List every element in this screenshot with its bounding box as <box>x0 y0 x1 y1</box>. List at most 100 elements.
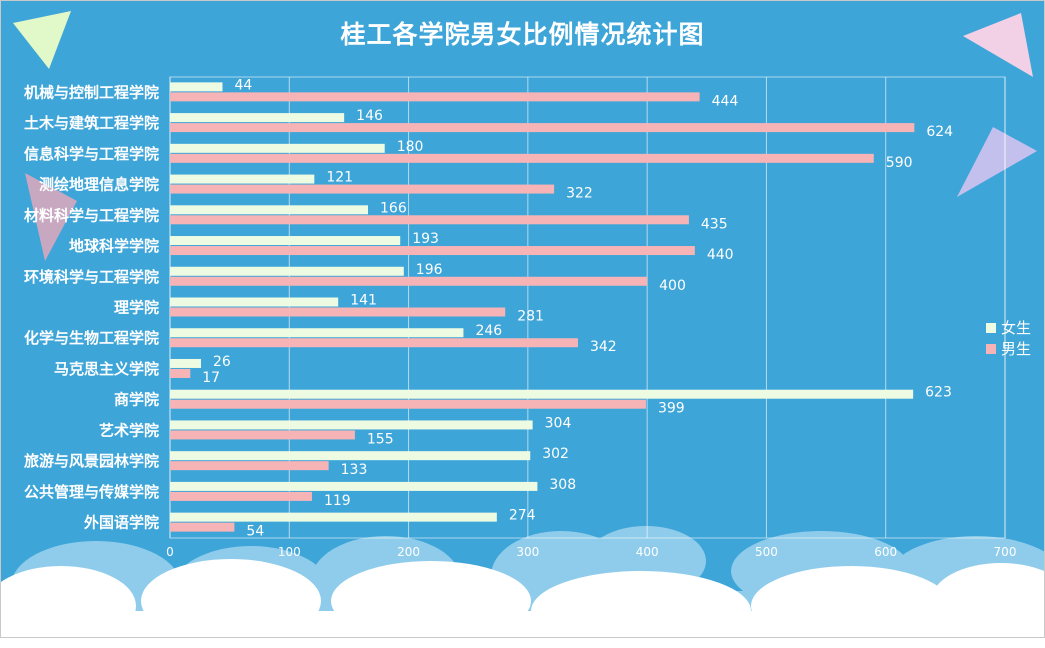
bar-female <box>170 236 401 246</box>
bar-female <box>170 481 538 491</box>
category-label: 地球科学学院 <box>69 237 159 255</box>
bar-female <box>170 328 464 338</box>
category-label: 信息科学与工程学院 <box>24 145 159 163</box>
legend-item-male: 男生 <box>986 338 1031 359</box>
bar-female <box>170 358 202 368</box>
data-label-male: 281 <box>517 309 544 325</box>
category-label: 外国语学院 <box>83 514 159 532</box>
data-label-male: 119 <box>324 493 351 509</box>
category-label: 环境科学与工程学院 <box>24 268 159 286</box>
category-label: 测绘地理信息学院 <box>39 176 159 194</box>
data-label-female: 44 <box>234 77 252 93</box>
data-label-male: 17 <box>202 370 220 386</box>
legend-label-male: 男生 <box>1001 340 1032 358</box>
data-label-male: 444 <box>712 93 739 109</box>
data-label-female: 623 <box>925 385 952 401</box>
data-label-male: 624 <box>926 124 953 140</box>
data-label-female: 304 <box>545 415 572 431</box>
x-tick-label: 300 <box>516 545 539 559</box>
bar-female <box>170 451 531 461</box>
decoration-triangle-pink <box>963 13 1033 77</box>
data-label-female: 141 <box>350 293 377 309</box>
bar-female <box>170 82 223 92</box>
data-label-female: 146 <box>356 108 383 124</box>
bar-female <box>170 297 339 307</box>
x-tick-label: 0 <box>166 545 174 559</box>
data-label-female: 193 <box>412 231 439 247</box>
data-label-female: 196 <box>416 262 443 278</box>
bar-male <box>170 368 191 378</box>
bar-female <box>170 205 369 215</box>
category-label: 材料科学与工程学院 <box>24 206 159 224</box>
data-label-female: 274 <box>509 508 536 524</box>
bar-female <box>170 113 345 123</box>
bar-male <box>170 123 915 133</box>
data-label-female: 302 <box>542 446 569 462</box>
data-label-female: 121 <box>326 170 353 186</box>
bar-male <box>170 307 506 317</box>
bar-male <box>170 153 874 163</box>
data-label-female: 26 <box>213 354 231 370</box>
bar-male <box>170 184 555 194</box>
data-label-female: 166 <box>380 200 407 216</box>
decoration-layer <box>1 11 1044 637</box>
legend-swatch-female <box>986 322 996 333</box>
category-label: 公共管理与传媒学院 <box>24 483 159 501</box>
legend-item-female: 女生 <box>986 317 1031 338</box>
data-label-male: 400 <box>659 278 686 294</box>
bar-male <box>170 338 578 348</box>
data-label-male: 133 <box>341 462 368 478</box>
bar-male <box>170 430 355 440</box>
category-label: 机械与控制工程学院 <box>24 83 159 101</box>
bar-male <box>170 92 700 102</box>
data-label-female: 180 <box>397 139 424 155</box>
category-label: 商学院 <box>114 391 159 409</box>
bars <box>170 82 915 532</box>
bar-female <box>170 389 914 399</box>
category-label: 旅游与风景园林学院 <box>24 452 159 470</box>
x-tick-label: 200 <box>397 545 420 559</box>
bar-female <box>170 266 404 276</box>
x-tick-label: 700 <box>994 545 1017 559</box>
labels: 0 100 200 300 400 500 600 700 机械与控制工程学院土木与建筑工程学院… <box>24 77 1016 559</box>
legend-label-female: 女生 <box>1001 319 1032 337</box>
bar-male <box>170 276 648 286</box>
decoration-triangle-green <box>13 11 71 69</box>
decoration-triangle-purple <box>957 127 1037 197</box>
bar-chart: 0 100 200 300 400 500 600 700 机械与控制工程学院土木与建筑工程学院… <box>24 76 1016 559</box>
data-label-male: 435 <box>701 216 728 232</box>
category-label: 化学与生物工程学院 <box>24 329 159 347</box>
bar-female <box>170 143 385 153</box>
category-label: 土木与建筑工程学院 <box>24 114 159 132</box>
data-label-male: 54 <box>246 524 264 540</box>
x-tick-label: 100 <box>278 545 301 559</box>
bar-male <box>170 399 646 409</box>
data-label-male: 342 <box>590 339 617 355</box>
bar-female <box>170 420 533 430</box>
bar-male <box>170 522 235 532</box>
data-label-male: 322 <box>566 186 593 202</box>
data-label-female: 246 <box>475 323 502 339</box>
cloud-front <box>1 559 1044 637</box>
x-tick-label: 400 <box>636 545 659 559</box>
data-label-male: 155 <box>367 431 394 447</box>
bar-female <box>170 174 315 184</box>
category-label: 艺术学院 <box>99 421 159 439</box>
bar-male <box>170 246 695 256</box>
data-label-male: 440 <box>707 247 734 263</box>
category-label: 理学院 <box>114 299 159 317</box>
x-tick-label: 600 <box>874 545 897 559</box>
chart-title: 桂工各学院男女比例情况统计图 <box>340 20 705 49</box>
bar-male <box>170 461 329 471</box>
data-label-male: 590 <box>886 155 913 171</box>
decoration-triangle-pink-left <box>25 173 77 261</box>
legend: 女生 男生 <box>986 317 1031 359</box>
data-label-female: 308 <box>549 477 576 493</box>
bar-male <box>170 215 689 225</box>
bar-female <box>170 512 497 522</box>
category-label: 马克思主义学院 <box>54 360 159 378</box>
bar-male <box>170 491 312 501</box>
x-tick-label: 500 <box>755 545 778 559</box>
data-label-male: 399 <box>658 401 685 417</box>
